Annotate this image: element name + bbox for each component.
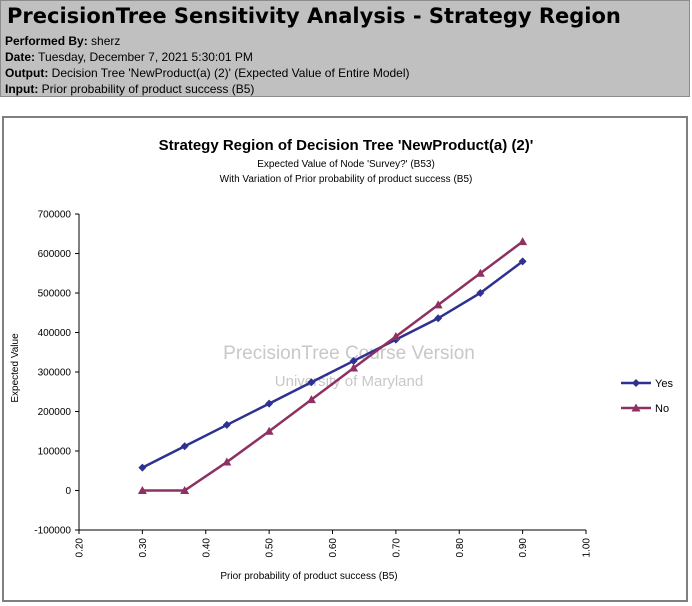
x-tick-label: 0.30 [138,538,149,558]
x-tick-label: 1.00 [582,538,593,558]
data-point-no [518,237,528,246]
chart-subtitle-1: Expected Value of Node 'Survey?' (B53) [257,159,435,170]
series-line-yes [141,260,524,469]
y-tick-label: 100000 [38,447,72,458]
y-tick-label: 600000 [38,249,72,260]
x-tick-label: 0.70 [391,538,402,558]
y-tick-label: -100000 [34,526,71,537]
y-tick-label: 500000 [38,289,72,300]
x-tick-label: 0.60 [328,538,339,558]
performed-by-label: Performed By: [5,34,88,48]
y-tick-label: 400000 [38,328,72,339]
x-tick-label: 0.50 [265,538,276,558]
report-title: PrecisionTree Sensitivity Analysis - Str… [7,4,621,28]
data-point-yes [265,399,274,408]
output-label: Output: [5,66,49,80]
input-label: Input: [5,82,39,96]
x-tick-label: 0.40 [201,538,212,558]
data-point-yes [518,257,527,266]
data-point-yes [138,463,147,472]
legend-marker-no [631,403,641,412]
data-point-no [180,486,190,494]
output-value: Decision Tree 'NewProduct(a) (2)' (Expec… [51,66,410,80]
output-line: Output: Decision Tree 'NewProduct(a) (2)… [5,66,410,80]
data-point-yes [434,314,443,323]
input-line: Input: Prior probability of product succ… [5,82,254,96]
chart-title: Strategy Region of Decision Tree 'NewPro… [159,137,534,154]
date-line: Date: Tuesday, December 7, 2021 5:30:01 … [5,50,253,64]
performed-by-line: Performed By: sherz [5,34,120,48]
input-value: Prior probability of product success (B5… [41,82,255,96]
x-tick-label: 0.20 [75,538,86,558]
x-axis-label: Prior probability of product success (B5… [220,571,397,582]
date-value: Tuesday, December 7, 2021 5:30:01 PM [38,50,253,64]
y-tick-label: 0 [65,486,71,497]
legend-label-no: No [655,403,669,415]
data-point-no [222,457,232,466]
strategy-region-chart: Strategy Region of Decision Tree 'NewPro… [10,137,673,582]
performed-by-value: sherz [91,34,121,48]
y-tick-label: 700000 [38,210,72,221]
data-point-no [349,363,359,372]
data-point-yes [476,289,485,297]
data-point-yes [307,378,316,387]
watermark-line-1: PrecisionTree Course Version [223,343,475,364]
chart-frame[interactable]: Strategy Region of Decision Tree 'NewPro… [2,116,688,602]
data-point-no [391,331,401,340]
x-tick-label: 0.80 [455,538,466,558]
data-point-no [433,300,443,309]
report-header: PrecisionTree Sensitivity Analysis - Str… [0,0,690,97]
date-label: Date: [5,50,36,64]
data-point-yes [222,420,231,429]
y-tick-label: 200000 [38,407,72,418]
legend: Yes No [621,378,673,415]
watermark-line-2: University of Maryland [275,373,423,390]
data-point-no [264,426,274,435]
data-point-no [306,395,316,404]
data-point-no [137,486,147,494]
data-point-no [475,268,485,277]
x-tick-label: 0.90 [518,538,529,558]
legend-marker-yes [632,379,640,387]
series-line-no [142,240,524,492]
legend-label-yes: Yes [655,378,673,390]
y-tick-label: 300000 [38,368,72,379]
data-point-yes [349,356,358,365]
data-point-yes [180,442,189,451]
y-axis-label: Expected Value [10,333,21,403]
chart-subtitle-2: With Variation of Prior probability of p… [220,174,473,185]
